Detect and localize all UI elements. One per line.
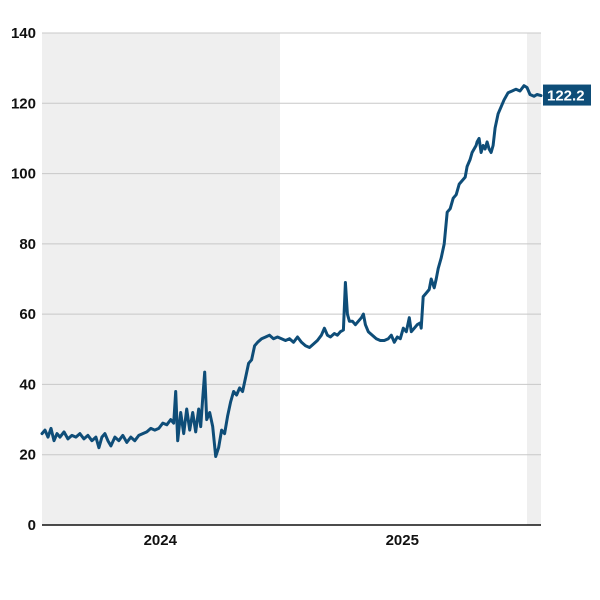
last-value-badge: 122.2 [543,84,591,106]
y-tick-label: 100 [11,166,36,183]
last-value-label: 122.2 [547,88,585,105]
shaded-period-1 [527,33,541,525]
y-tick-label: 140 [11,25,36,42]
gridlines [42,32,541,456]
y-tick-label: 60 [19,306,36,323]
x-axis-ticks: 2024 2025 [144,532,419,549]
x-tick-label: 2024 [144,532,178,549]
y-tick-label: 80 [19,236,36,253]
y-tick-label: 40 [19,376,36,393]
price-line [40,84,543,458]
x-tick-label: 2025 [386,532,419,549]
shaded-periods [42,33,541,525]
y-tick-label: 0 [28,517,36,534]
y-axis-ticks: 0 20 40 60 80 100 120 140 [11,25,36,534]
y-tick-label: 20 [19,447,36,464]
shaded-period-0 [42,33,281,525]
y-tick-label: 120 [11,95,36,112]
